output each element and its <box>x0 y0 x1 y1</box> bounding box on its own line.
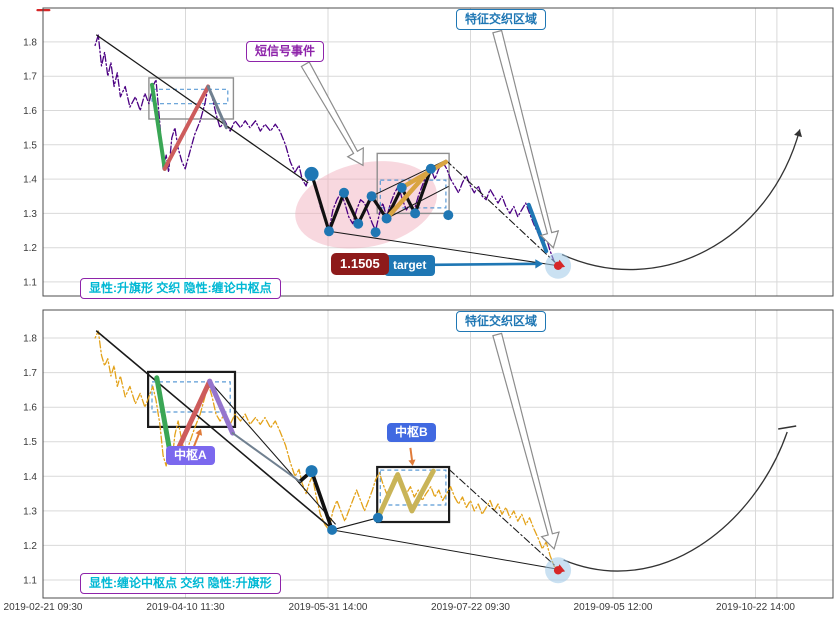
segment-slate <box>206 85 228 130</box>
node-dot <box>443 210 454 221</box>
pivot-a-label: 中枢A <box>166 446 215 465</box>
projection-curve <box>563 431 788 572</box>
y-tick-label: 1.1 <box>23 576 37 587</box>
arrow-head <box>195 428 203 436</box>
target-word-label: target <box>384 255 436 276</box>
node-dot <box>396 182 407 193</box>
x-tick-label: 2019-09-05 12:00 <box>574 602 653 613</box>
arrow-head <box>556 564 566 574</box>
y-tick-label: 1.7 <box>23 72 37 83</box>
annotation-arrow <box>192 432 201 449</box>
y-tick-label: 1.8 <box>23 37 37 48</box>
annotation-arrow <box>434 262 538 267</box>
node-dot <box>425 163 436 174</box>
segment-purple <box>207 378 236 436</box>
feature-zone-label-top: 特征交织区域 <box>456 9 547 30</box>
node-dot <box>305 465 318 478</box>
annotation-arrow <box>409 447 414 462</box>
wedge-upper <box>445 159 556 263</box>
impulse <box>298 469 334 532</box>
trend-pole-2 <box>209 380 336 525</box>
pattern-caption-top: 显性:升旗形 交织 隐性:缠论中枢点 <box>80 278 281 299</box>
y-tick-label: 1.6 <box>23 106 37 117</box>
pivot-box <box>151 88 229 105</box>
wedge-lower <box>328 230 557 266</box>
trend-pole <box>96 34 309 184</box>
wedge-upper <box>448 468 556 567</box>
node-dot <box>410 208 421 219</box>
x-tick-label: 2019-05-31 14:00 <box>289 602 368 613</box>
x-tick-label: 2019-07-22 09:30 <box>431 602 510 613</box>
node-dot <box>381 213 392 224</box>
short-signal-label: 短信号事件 <box>246 41 325 62</box>
y-tick-label: 1.4 <box>23 175 37 186</box>
y-tick-label: 1.3 <box>23 506 37 517</box>
y-tick-label: 1.2 <box>23 243 37 254</box>
arrow-head <box>794 129 802 138</box>
x-tick-label: 2019-04-10 11:30 <box>146 602 225 613</box>
price-line <box>94 34 559 266</box>
node-dot <box>339 187 349 198</box>
x-tick-label: 2019-10-22 14:00 <box>716 602 795 613</box>
arrow-head <box>535 259 544 269</box>
node-dot <box>370 227 381 238</box>
y-tick-label: 1.6 <box>23 403 37 414</box>
price-line <box>94 330 559 571</box>
pointer-arrow <box>492 332 560 551</box>
segment-tan <box>375 468 436 521</box>
bottom-panel-border <box>42 309 834 599</box>
top-panel-border <box>42 7 834 297</box>
node-dot <box>366 191 377 202</box>
y-tick-label: 1.5 <box>23 437 37 448</box>
node-dot <box>373 512 383 523</box>
wedge-lower <box>331 529 557 570</box>
connector <box>331 517 379 531</box>
arrow-head <box>556 259 566 269</box>
node-dot <box>327 524 338 535</box>
arrow-head <box>408 459 416 466</box>
segment-red <box>162 84 211 171</box>
pattern-caption-bottom: 显性:缠论中枢点 交织 隐性:升旗形 <box>80 573 281 594</box>
y-tick-label: 1.3 <box>23 209 37 220</box>
pivot-box <box>151 381 231 413</box>
node-dot <box>324 226 334 237</box>
segment-gold-2 <box>399 159 449 190</box>
y-tick-label: 1.8 <box>23 334 37 345</box>
segment-slate <box>231 432 301 483</box>
projection-curve <box>561 129 801 271</box>
flag-lower <box>386 186 449 219</box>
top-panel: 1.1 1.2 1.3 1.4 1.5 1.6 1.7 1.8 <box>23 8 833 296</box>
y-tick-label: 1.5 <box>23 140 37 151</box>
pivot-b-label: 中枢B <box>387 423 436 442</box>
bottom-panel: 1.1 1.2 1.3 1.4 1.5 1.6 1.7 1.8 <box>23 310 833 598</box>
y-tick-label: 1.4 <box>23 472 37 483</box>
pivot-box <box>376 465 451 524</box>
pointer-arrow <box>300 61 364 167</box>
y-tick-label: 1.7 <box>23 368 37 379</box>
pointer-arrow <box>492 29 560 249</box>
segment-green <box>150 82 167 171</box>
x-tick-label: 2019-02-21 09:30 <box>4 602 83 613</box>
segment-blue-drop <box>526 202 549 254</box>
bar-cap <box>778 425 797 430</box>
node-dot <box>304 166 319 181</box>
y-tick-label: 1.1 <box>23 277 37 288</box>
node-dot <box>353 218 364 229</box>
y-tick-label: 1.2 <box>23 541 37 552</box>
feature-zone-label-bottom: 特征交织区域 <box>456 311 547 332</box>
trend-pole <box>95 330 333 530</box>
target-price-label: 1.1505 <box>331 253 389 276</box>
